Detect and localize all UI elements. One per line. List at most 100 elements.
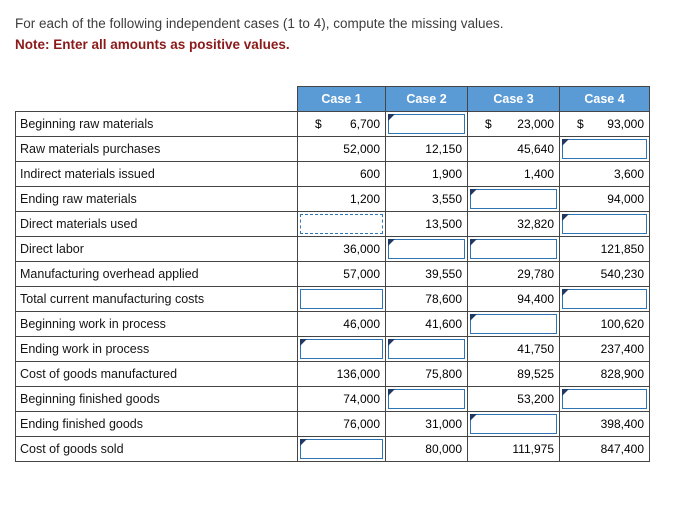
dollar-sign: $ bbox=[315, 117, 322, 131]
amount-input[interactable] bbox=[388, 114, 465, 134]
row-label: Raw materials purchases bbox=[15, 136, 298, 162]
cell-amount: 89,525 bbox=[517, 367, 554, 381]
amount-input-field[interactable] bbox=[389, 115, 464, 133]
table-cell: 36,000 bbox=[297, 236, 386, 262]
table-cell: $23,000 bbox=[467, 111, 560, 137]
table-cell bbox=[385, 386, 468, 412]
amount-input[interactable] bbox=[562, 214, 647, 234]
amount-input-field[interactable] bbox=[389, 340, 464, 358]
cell-amount: 53,200 bbox=[517, 392, 554, 406]
cell-value: $93,000 bbox=[560, 112, 649, 136]
amount-input-field[interactable] bbox=[389, 240, 464, 258]
table-cell bbox=[467, 411, 560, 437]
table-cell bbox=[559, 211, 650, 237]
cell-amount: 57,000 bbox=[343, 267, 380, 281]
cell-amount: 31,000 bbox=[425, 417, 462, 431]
table-cell: 74,000 bbox=[297, 386, 386, 412]
cell-amount: 12,150 bbox=[425, 142, 462, 156]
cell-value: 94,000 bbox=[560, 187, 649, 211]
table-cell bbox=[297, 336, 386, 362]
table-cell: 46,000 bbox=[297, 311, 386, 337]
cell-amount: 93,000 bbox=[607, 117, 644, 131]
amount-input[interactable] bbox=[300, 439, 383, 459]
cell-amount: 29,780 bbox=[517, 267, 554, 281]
table-cell: 52,000 bbox=[297, 136, 386, 162]
cell-value: 29,780 bbox=[468, 262, 559, 286]
cell-value: 121,850 bbox=[560, 237, 649, 261]
cell-amount: 46,000 bbox=[343, 317, 380, 331]
amount-input[interactable] bbox=[470, 189, 557, 209]
table-row: Beginning finished goods 74,000 53,200 bbox=[15, 386, 650, 412]
dollar-sign: $ bbox=[577, 117, 584, 131]
amount-input-field[interactable] bbox=[471, 415, 556, 433]
table-cell bbox=[467, 186, 560, 212]
table-row: Cost of goods sold 80,000 111,975 847,400 bbox=[15, 436, 650, 462]
amount-input-field[interactable] bbox=[301, 290, 382, 308]
row-label: Indirect materials issued bbox=[15, 161, 298, 187]
cell-amount: 1,400 bbox=[523, 167, 554, 181]
cell-value: 32,820 bbox=[468, 212, 559, 236]
cell-amount: 1,200 bbox=[349, 192, 380, 206]
table-cell: 12,150 bbox=[385, 136, 468, 162]
amount-input-field[interactable] bbox=[389, 390, 464, 408]
cell-amount: 398,400 bbox=[600, 417, 644, 431]
table-cell: 29,780 bbox=[467, 261, 560, 287]
row-label: Ending finished goods bbox=[15, 411, 298, 437]
cell-value: 237,400 bbox=[560, 337, 649, 361]
cell-value: 3,600 bbox=[560, 162, 649, 186]
cell-value: 41,750 bbox=[468, 337, 559, 361]
row-label: Total current manufacturing costs bbox=[15, 286, 298, 312]
amount-input[interactable] bbox=[300, 289, 383, 309]
note-text: Note: Enter all amounts as positive valu… bbox=[15, 37, 290, 52]
cell-amount: 32,820 bbox=[517, 217, 554, 231]
amount-input-field[interactable] bbox=[471, 240, 556, 258]
amount-input[interactable] bbox=[562, 289, 647, 309]
cell-value: 89,525 bbox=[468, 362, 559, 386]
amount-input[interactable] bbox=[470, 314, 557, 334]
amount-input-field[interactable] bbox=[563, 390, 646, 408]
table-row: Beginning work in process 46,000 41,600 100… bbox=[15, 311, 650, 337]
amount-input[interactable] bbox=[388, 239, 465, 259]
cell-amount: 121,850 bbox=[600, 242, 644, 256]
amount-input[interactable] bbox=[470, 239, 557, 259]
cell-value: 31,000 bbox=[386, 412, 467, 436]
amount-input-field[interactable] bbox=[563, 290, 646, 308]
amount-input-field[interactable] bbox=[301, 340, 382, 358]
cell-value: 39,550 bbox=[386, 262, 467, 286]
amount-input-field[interactable] bbox=[563, 140, 646, 158]
cell-amount: 828,900 bbox=[600, 367, 644, 381]
table-cell: 41,600 bbox=[385, 311, 468, 337]
cell-value: 41,600 bbox=[386, 312, 467, 336]
amount-input[interactable] bbox=[470, 414, 557, 434]
amount-input-field[interactable] bbox=[471, 190, 556, 208]
amount-input-field[interactable] bbox=[471, 315, 556, 333]
amount-input[interactable] bbox=[300, 214, 383, 234]
table-row: Indirect materials issued 600 1,900 1,400 3,… bbox=[15, 161, 650, 187]
amount-input-field[interactable] bbox=[301, 440, 382, 458]
assignment-panel: For each of the following independent ca… bbox=[15, 16, 694, 462]
table-cell: 398,400 bbox=[559, 411, 650, 437]
cell-amount: 45,640 bbox=[517, 142, 554, 156]
amount-input-field[interactable] bbox=[301, 215, 382, 233]
table-cell: 3,550 bbox=[385, 186, 468, 212]
table-row: Ending raw materials 1,200 3,550 94,000 bbox=[15, 186, 650, 212]
table-cell: 847,400 bbox=[559, 436, 650, 462]
cell-amount: 600 bbox=[359, 167, 380, 181]
cell-amount: 94,000 bbox=[607, 192, 644, 206]
amount-input[interactable] bbox=[388, 339, 465, 359]
table-cell bbox=[385, 111, 468, 137]
table-cell: 53,200 bbox=[467, 386, 560, 412]
amount-input[interactable] bbox=[562, 139, 647, 159]
table-cell: 31,000 bbox=[385, 411, 468, 437]
amount-input[interactable] bbox=[562, 389, 647, 409]
amount-input[interactable] bbox=[388, 389, 465, 409]
table-cell bbox=[385, 336, 468, 362]
amount-input-field[interactable] bbox=[563, 215, 646, 233]
table-row: Cost of goods manufactured 136,000 75,800 8… bbox=[15, 361, 650, 387]
cell-amount: 74,000 bbox=[343, 392, 380, 406]
table-cell bbox=[467, 236, 560, 262]
corner-header-cell bbox=[15, 86, 298, 112]
row-label: Cost of goods manufactured bbox=[15, 361, 298, 387]
instructions-text: For each of the following independent ca… bbox=[15, 16, 504, 31]
amount-input[interactable] bbox=[300, 339, 383, 359]
